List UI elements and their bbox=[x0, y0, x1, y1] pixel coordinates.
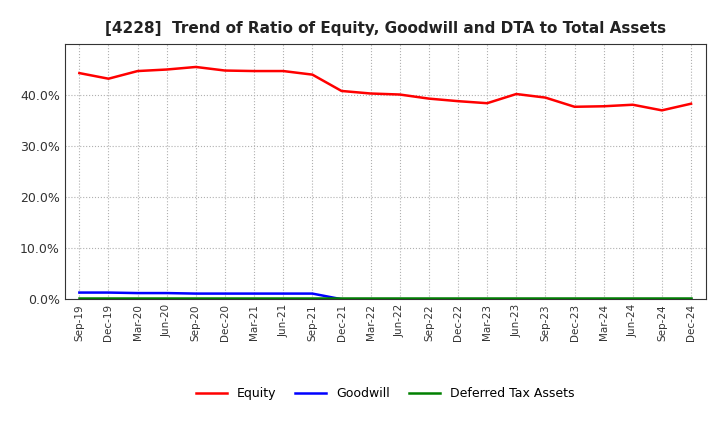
Goodwill bbox=[104, 290, 113, 295]
Deferred Tax Assets bbox=[629, 295, 637, 301]
Goodwill bbox=[570, 297, 579, 302]
Goodwill bbox=[75, 290, 84, 295]
Goodwill bbox=[220, 291, 229, 296]
Equity bbox=[687, 101, 696, 106]
Deferred Tax Assets bbox=[599, 295, 608, 301]
Goodwill bbox=[133, 290, 142, 296]
Deferred Tax Assets bbox=[395, 295, 404, 301]
Deferred Tax Assets bbox=[75, 295, 84, 301]
Equity bbox=[366, 91, 375, 96]
Goodwill bbox=[279, 291, 287, 296]
Equity bbox=[163, 67, 171, 72]
Deferred Tax Assets bbox=[163, 295, 171, 301]
Deferred Tax Assets bbox=[366, 295, 375, 301]
Deferred Tax Assets bbox=[687, 295, 696, 301]
Equity bbox=[570, 104, 579, 110]
Equity bbox=[512, 92, 521, 97]
Equity bbox=[454, 99, 462, 104]
Legend: Equity, Goodwill, Deferred Tax Assets: Equity, Goodwill, Deferred Tax Assets bbox=[196, 387, 575, 400]
Deferred Tax Assets bbox=[308, 295, 317, 301]
Goodwill bbox=[599, 297, 608, 302]
Deferred Tax Assets bbox=[657, 295, 666, 301]
Equity bbox=[192, 64, 200, 70]
Goodwill bbox=[629, 297, 637, 302]
Equity bbox=[104, 76, 113, 81]
Title: [4228]  Trend of Ratio of Equity, Goodwill and DTA to Total Assets: [4228] Trend of Ratio of Equity, Goodwil… bbox=[104, 21, 666, 36]
Deferred Tax Assets bbox=[104, 295, 113, 301]
Equity bbox=[425, 96, 433, 101]
Equity bbox=[250, 68, 258, 73]
Deferred Tax Assets bbox=[220, 295, 229, 301]
Goodwill bbox=[657, 297, 666, 302]
Goodwill bbox=[512, 297, 521, 302]
Deferred Tax Assets bbox=[425, 295, 433, 301]
Goodwill bbox=[483, 297, 492, 302]
Deferred Tax Assets bbox=[483, 295, 492, 301]
Goodwill bbox=[192, 291, 200, 296]
Equity bbox=[657, 108, 666, 113]
Equity bbox=[483, 101, 492, 106]
Goodwill bbox=[308, 291, 317, 296]
Deferred Tax Assets bbox=[454, 295, 462, 301]
Deferred Tax Assets bbox=[541, 295, 550, 301]
Goodwill bbox=[425, 297, 433, 302]
Goodwill bbox=[687, 297, 696, 302]
Line: Goodwill: Goodwill bbox=[79, 293, 691, 299]
Goodwill bbox=[541, 297, 550, 302]
Goodwill bbox=[250, 291, 258, 296]
Equity bbox=[133, 68, 142, 73]
Equity bbox=[599, 104, 608, 109]
Goodwill bbox=[337, 297, 346, 302]
Equity bbox=[75, 70, 84, 76]
Goodwill bbox=[163, 290, 171, 296]
Line: Equity: Equity bbox=[79, 67, 691, 110]
Equity bbox=[629, 102, 637, 107]
Equity bbox=[308, 72, 317, 77]
Goodwill bbox=[395, 297, 404, 302]
Equity bbox=[220, 68, 229, 73]
Equity bbox=[337, 88, 346, 94]
Deferred Tax Assets bbox=[279, 295, 287, 301]
Deferred Tax Assets bbox=[133, 295, 142, 301]
Deferred Tax Assets bbox=[250, 295, 258, 301]
Goodwill bbox=[366, 297, 375, 302]
Equity bbox=[541, 95, 550, 100]
Equity bbox=[279, 68, 287, 73]
Deferred Tax Assets bbox=[570, 295, 579, 301]
Deferred Tax Assets bbox=[512, 295, 521, 301]
Goodwill bbox=[454, 297, 462, 302]
Equity bbox=[395, 92, 404, 97]
Deferred Tax Assets bbox=[192, 295, 200, 301]
Deferred Tax Assets bbox=[337, 295, 346, 301]
